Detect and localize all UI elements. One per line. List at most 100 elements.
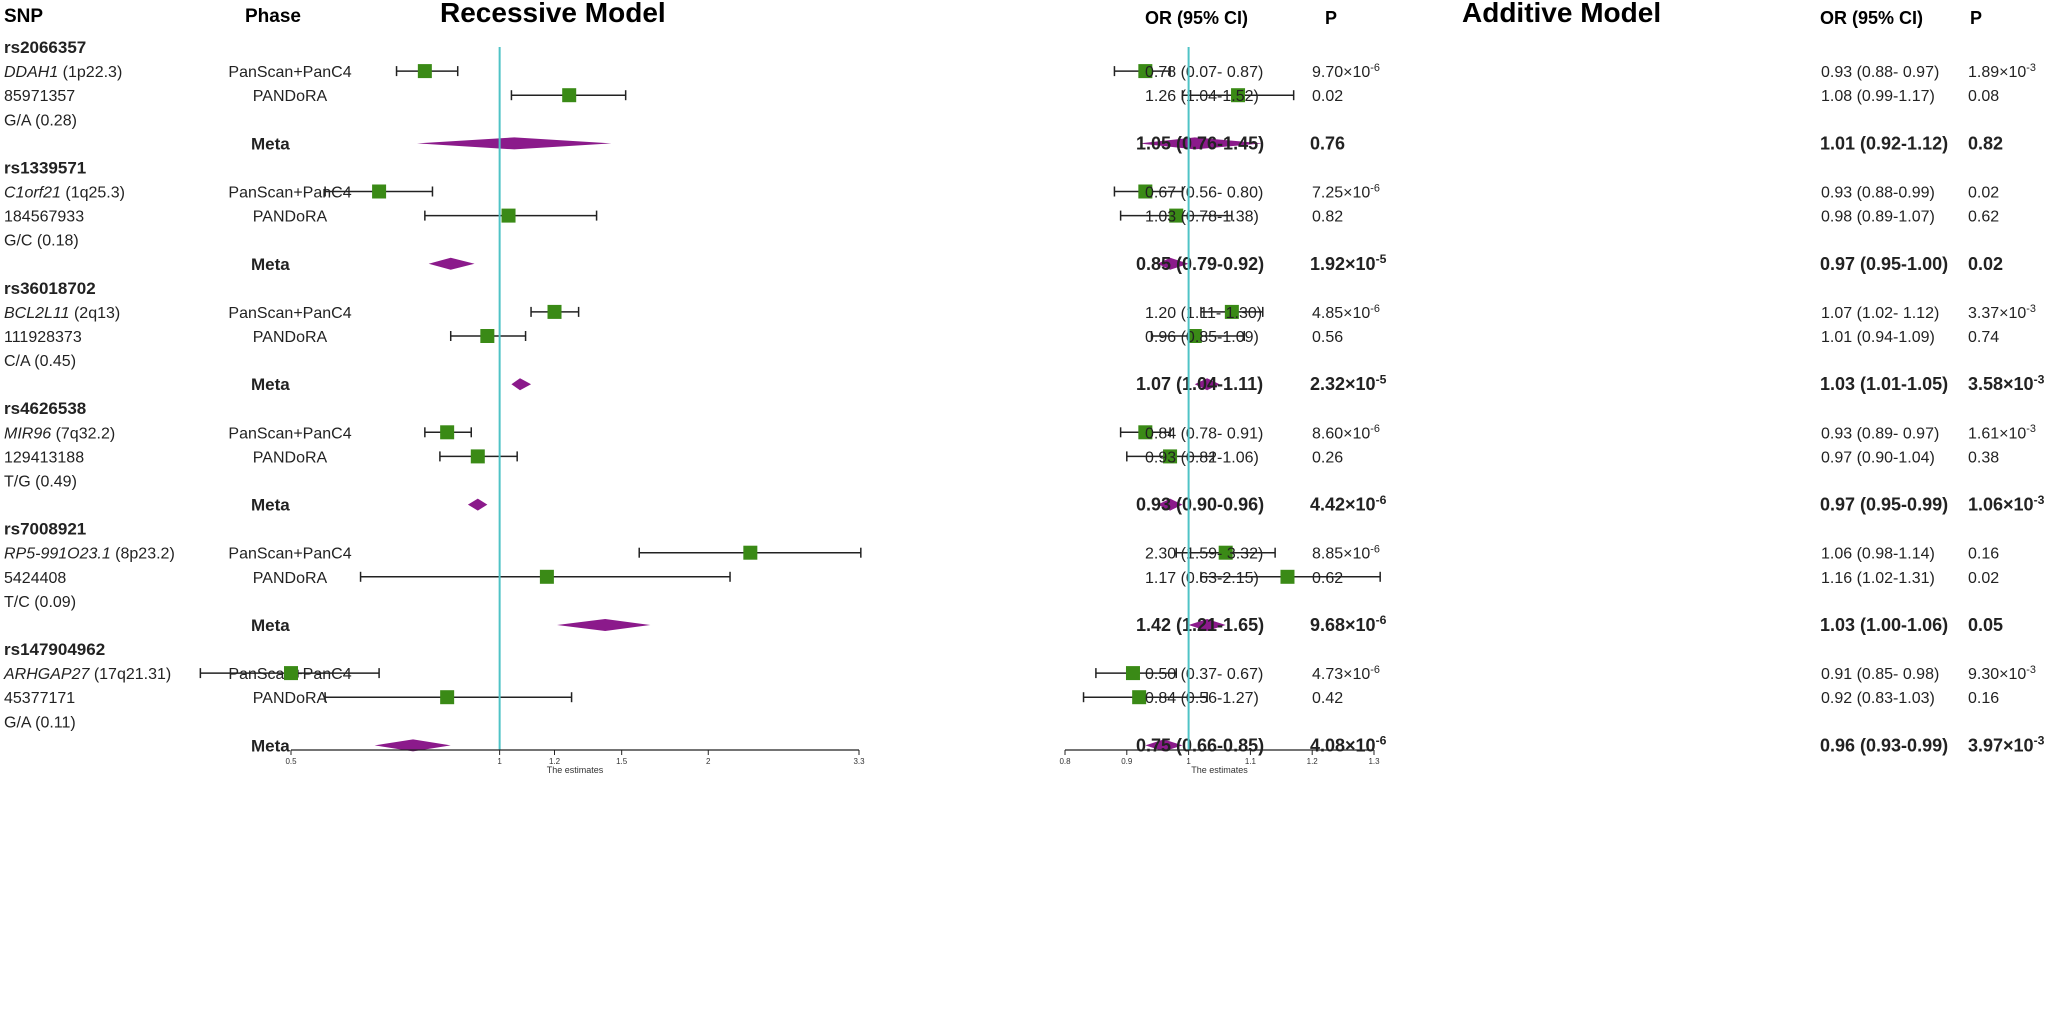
additive-or-ci: 0.92 (0.83-1.03) — [1821, 690, 1935, 707]
additive-point — [1187, 329, 1202, 343]
phase-label: PanScan+PanC4 — [228, 305, 351, 322]
recessive-point — [470, 449, 485, 464]
additive-point — [1280, 569, 1295, 584]
recessive-or-ci: 0.67 (0.56- 0.80) — [1145, 185, 1263, 202]
additive-point — [1224, 304, 1239, 319]
recessive-p-value: 0.26 — [1312, 449, 1343, 466]
additive-or-ci: 0.98 (0.89-1.07) — [1821, 209, 1935, 226]
snp-gene: MIR96 (7q32.2) — [4, 425, 115, 442]
additive-point — [1132, 690, 1147, 705]
recessive-point — [417, 64, 432, 79]
recessive-p-value: 4.73×10-6 — [1312, 664, 1380, 683]
additive-p-value: 3.37×10-3 — [1968, 303, 2036, 322]
header-snp: SNP — [4, 6, 43, 27]
additive-point — [1163, 449, 1178, 464]
additive-tick-label: 1.2 — [1307, 757, 1319, 766]
phase-label: PANDoRA — [253, 690, 328, 707]
snp-gene: C1orf21 (1q25.3) — [4, 185, 125, 202]
snp-alleles: G/A (0.11) — [4, 714, 76, 731]
recessive-meta-p-value: 0.76 — [1310, 133, 1345, 153]
additive-point — [1125, 666, 1140, 681]
snp-gene: DDAH1 (1p22.3) — [4, 64, 122, 81]
recessive-meta-or-ci: 1.07 (1.04-1.11) — [1136, 374, 1263, 394]
additive-or-ci: 1.16 (1.02-1.31) — [1821, 570, 1935, 587]
recessive-point — [501, 208, 516, 223]
additive-p-value: 0.16 — [1968, 546, 1999, 563]
additive-or-ci: 1.08 (0.99-1.17) — [1821, 88, 1935, 105]
snp-position: 111928373 — [4, 329, 82, 346]
additive-or-ci: 0.93 (0.88- 0.97) — [1821, 64, 1939, 81]
recessive-or-ci: 1.20 (1.11- 1.30) — [1145, 305, 1262, 322]
recessive-or-ci: 1.26 (1.04-1.52) — [1145, 88, 1259, 105]
recessive-or-ci: 0.50 (0.37- 0.67) — [1145, 666, 1263, 683]
header-recessive-title: Recessive Model — [440, 0, 666, 28]
additive-tick-label: 1.1 — [1245, 757, 1257, 766]
recessive-point — [547, 304, 562, 319]
header-additive-title: Additive Model — [1462, 0, 1661, 28]
recessive-meta-or-ci: 1.42 (1.21-1.65) — [1136, 615, 1264, 635]
recessive-meta-or-ci: 0.85 (0.79-0.92) — [1136, 254, 1264, 274]
snp-id: rs36018702 — [4, 279, 96, 298]
recessive-point — [440, 425, 455, 440]
snp-id: rs147904962 — [4, 640, 105, 659]
recessive-or-ci: 0.78 (0.07- 0.87) — [1145, 64, 1263, 81]
recessive-point — [743, 545, 758, 560]
additive-point — [1169, 208, 1184, 223]
recessive-meta-p-value: 4.08×10-6 — [1310, 734, 1387, 756]
meta-label: Meta — [251, 736, 290, 755]
phase-label: PANDoRA — [253, 449, 328, 466]
additive-p-value: 0.74 — [1968, 329, 1999, 346]
recessive-or-ci: 0.84 (0.56-1.27) — [1145, 690, 1259, 707]
additive-point — [1138, 184, 1153, 199]
additive-meta-or-ci: 1.03 (1.01-1.05) — [1820, 374, 1948, 394]
additive-p-value: 1.89×10-3 — [1968, 62, 2036, 81]
additive-tick-label: 1.3 — [1368, 757, 1380, 766]
recessive-point — [372, 184, 387, 199]
additive-meta-diamond — [1188, 619, 1226, 631]
header-additive-p: P — [1970, 8, 1982, 28]
recessive-or-ci: 0.93 (0.82-1.06) — [1145, 449, 1259, 466]
recessive-meta-diamond — [428, 257, 475, 270]
additive-meta-or-ci: 0.97 (0.95-0.99) — [1820, 495, 1948, 515]
snp-gene: BCL2L11 (2q13) — [4, 305, 120, 322]
additive-meta-p-value: 1.06×10-3 — [1968, 493, 2045, 515]
additive-meta-diamond — [1194, 378, 1220, 391]
additive-point — [1218, 545, 1233, 560]
additive-meta-or-ci: 1.01 (0.92-1.12) — [1820, 133, 1948, 153]
recessive-meta-diamond — [417, 137, 612, 150]
meta-label: Meta — [251, 255, 290, 274]
additive-meta-diamond — [1139, 137, 1263, 150]
additive-meta-p-value: 0.05 — [1968, 615, 2003, 635]
additive-or-ci: 0.97 (0.90-1.04) — [1821, 449, 1935, 466]
snp-position: 85971357 — [4, 88, 75, 105]
recessive-p-value: 0.56 — [1312, 329, 1343, 346]
recessive-or-ci: 0.84 (0.78- 0.91) — [1145, 425, 1263, 442]
snp-position: 45377171 — [4, 690, 75, 707]
recessive-axis-label: The estimates — [547, 765, 604, 775]
additive-tick-label: 0.9 — [1121, 757, 1133, 766]
recessive-p-value: 0.42 — [1312, 690, 1343, 707]
phase-label: PanScan+PanC4 — [228, 64, 351, 81]
additive-meta-diamond — [1157, 498, 1183, 511]
meta-label: Meta — [251, 616, 290, 635]
recessive-or-ci: 0.96 (0.85-1.09) — [1145, 329, 1259, 346]
recessive-meta-or-ci: 1.05 (0.76-1.45) — [1136, 133, 1264, 153]
snp-alleles: G/C (0.18) — [4, 233, 79, 250]
recessive-p-value: 8.85×10-6 — [1312, 544, 1380, 563]
recessive-meta-or-ci: 0.93 (0.90-0.96) — [1136, 495, 1264, 515]
additive-or-ci: 0.91 (0.85- 0.98) — [1821, 666, 1939, 683]
snp-position: 5424408 — [4, 570, 66, 587]
phase-label: PANDoRA — [253, 209, 328, 226]
recessive-meta-diamond — [374, 739, 451, 752]
recessive-point — [539, 569, 554, 584]
additive-meta-p-value: 3.58×10-3 — [1968, 372, 2045, 394]
phase-label: PANDoRA — [253, 570, 328, 587]
snp-gene: ARHGAP27 (17q21.31) — [3, 666, 171, 683]
additive-meta-diamond — [1157, 257, 1189, 270]
additive-point — [1138, 64, 1153, 79]
recessive-meta-p-value: 2.32×10-5 — [1310, 372, 1387, 394]
snp-position: 184567933 — [4, 209, 84, 226]
additive-axis-label: The estimates — [1191, 765, 1248, 775]
additive-meta-diamond — [1145, 739, 1183, 752]
